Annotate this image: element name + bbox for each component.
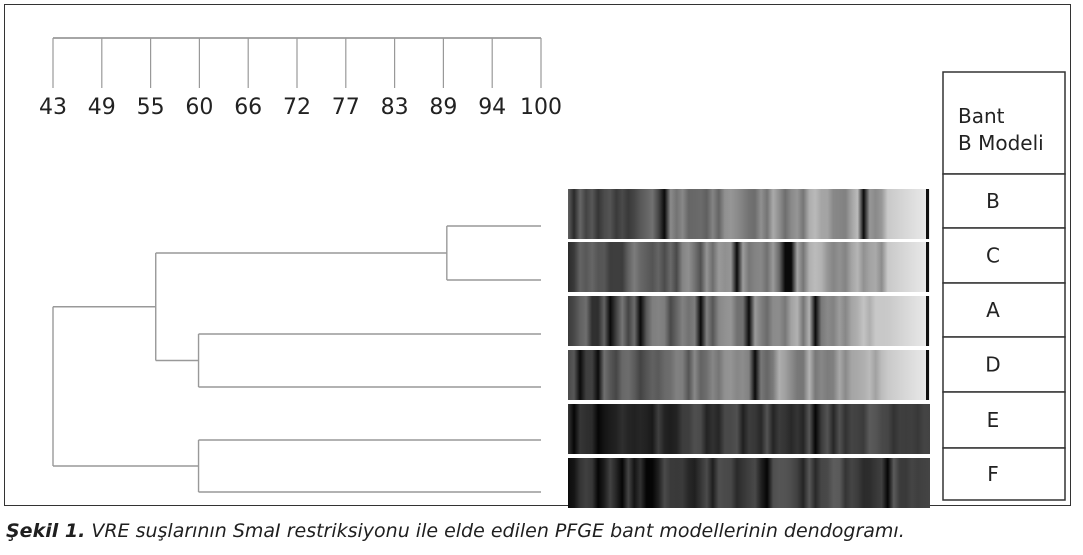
gel-lane xyxy=(568,242,930,292)
figure-caption: Şekil 1. VRE suşlarının SmaI restriksiyo… xyxy=(6,520,1076,542)
gel-lane-edge xyxy=(926,296,929,346)
scale-tick-label: 60 xyxy=(185,95,213,120)
dendrogram-figure: 43 49 55 60 66 72 77 83 89 94 100 Bant B Modeli B C… xyxy=(39,37,1066,508)
table-row-label: F xyxy=(987,462,999,486)
gel-lane xyxy=(568,350,930,400)
gel-lane-edge xyxy=(926,189,929,239)
table-row-cell xyxy=(942,391,1066,449)
scale-tick-label: 66 xyxy=(234,95,262,120)
table-header-cell xyxy=(942,71,1066,175)
dendrogram-tree xyxy=(52,225,541,493)
table-row-cell xyxy=(942,173,1066,229)
table-row-label: D xyxy=(985,353,1000,377)
scale-tick-label: 100 xyxy=(520,95,562,120)
similarity-scale: 43 49 55 60 66 72 77 83 89 94 100 xyxy=(39,37,562,120)
figure-frame xyxy=(4,4,1071,506)
caption-text: VRE suşlarının SmaI restriksiyonu ile el… xyxy=(85,520,905,542)
table-header-line2: B Modeli xyxy=(958,131,1044,155)
gel-lane xyxy=(568,404,930,454)
pfge-gel-image xyxy=(568,189,930,508)
scale-tick-label: 49 xyxy=(88,95,116,120)
table-header-line1: Bant xyxy=(958,104,1005,128)
table-row-cell xyxy=(942,336,1066,393)
caption-lead: Şekil 1. xyxy=(6,520,86,542)
table-row-label: C xyxy=(986,244,1000,268)
gel-lane-edge xyxy=(926,242,929,292)
gel-lane-edge xyxy=(926,350,929,400)
scale-tick-label: 94 xyxy=(478,95,506,120)
table-row-label: E xyxy=(987,408,1000,432)
gel-lane xyxy=(568,296,930,346)
gel-lane xyxy=(568,189,930,239)
band-model-table: Bant B Modeli B C A D E F xyxy=(942,71,1066,501)
table-row-label: A xyxy=(986,298,1000,322)
table-row-cell xyxy=(942,227,1066,284)
gel-lane xyxy=(568,458,930,508)
table-row-cell xyxy=(942,282,1066,338)
scale-tick-label: 77 xyxy=(332,95,360,120)
scale-tick-label: 55 xyxy=(137,95,165,120)
scale-tick-label: 43 xyxy=(39,95,67,120)
table-row-label: B xyxy=(986,189,1000,213)
scale-tick-label: 89 xyxy=(429,95,457,120)
scale-tick-label: 72 xyxy=(283,95,311,120)
scale-tick-label: 83 xyxy=(381,95,409,120)
table-row-cell xyxy=(942,447,1066,501)
